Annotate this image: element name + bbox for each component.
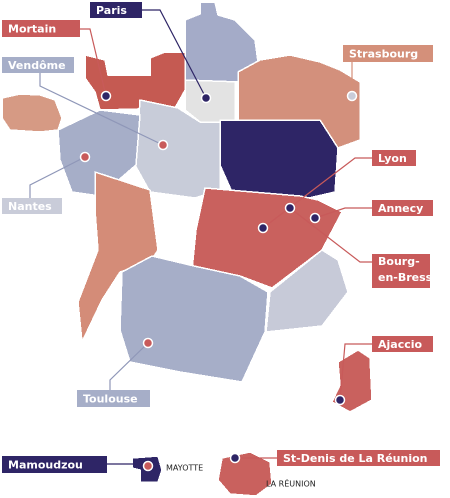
territory-label: MAYOTTE — [166, 464, 203, 473]
region — [84, 51, 189, 111]
city-dot — [100, 90, 112, 102]
territory-label: LA RÉUNION — [266, 478, 316, 489]
city-dot — [257, 222, 269, 234]
region — [1, 93, 63, 133]
leader-line — [314, 207, 372, 219]
city-label: Mamoudzou — [8, 459, 83, 472]
region — [184, 1, 259, 83]
label-box — [2, 57, 74, 73]
city-label: Mortain — [8, 23, 56, 36]
label-box — [90, 2, 142, 18]
labels: Paris Mortain Vendôme Strasbourg Nantes Lyon A… — [2, 2, 440, 489]
city-label: St-Denis de La Réunion — [283, 452, 428, 465]
city-label: en-Bresse — [378, 271, 440, 284]
leader-line — [289, 207, 372, 263]
label-box — [2, 20, 80, 37]
city-dot — [157, 139, 169, 151]
city-dot — [334, 394, 346, 406]
city-label: Annecy — [378, 202, 423, 215]
label-box — [277, 450, 440, 466]
leader-line — [339, 343, 372, 401]
label-box — [372, 254, 430, 288]
city-dot — [142, 337, 154, 349]
city-label: Toulouse — [83, 393, 138, 406]
leader-line — [109, 342, 149, 390]
region — [77, 170, 159, 345]
regions — [1, 1, 373, 497]
city-label: Nantes — [8, 200, 52, 213]
label-box — [2, 198, 62, 214]
label-box — [77, 390, 150, 407]
label-box — [2, 456, 107, 473]
city-label: Strasbourg — [349, 48, 418, 61]
leader-line — [80, 28, 107, 97]
region — [119, 255, 269, 383]
leader-line — [39, 73, 164, 146]
island — [217, 451, 273, 497]
city-dot — [284, 202, 296, 214]
label-box — [372, 200, 433, 216]
city-dot — [142, 460, 154, 472]
leader-line — [29, 156, 86, 198]
city-dot — [229, 452, 241, 464]
city-label: Ajaccio — [378, 338, 423, 351]
region — [265, 249, 349, 333]
city-label: Vendôme — [8, 59, 66, 72]
label-box — [372, 336, 433, 352]
label-box — [372, 150, 416, 166]
city-label: Lyon — [378, 152, 407, 165]
city-label: Paris — [96, 4, 127, 17]
city-dot — [346, 90, 358, 102]
city-label: Bourg- — [378, 255, 420, 268]
leader-line — [142, 9, 207, 99]
city-dot — [79, 151, 91, 163]
city-dot — [200, 92, 212, 104]
region — [219, 119, 339, 201]
city-dot — [309, 212, 321, 224]
region — [191, 187, 344, 289]
label-box — [343, 45, 433, 62]
